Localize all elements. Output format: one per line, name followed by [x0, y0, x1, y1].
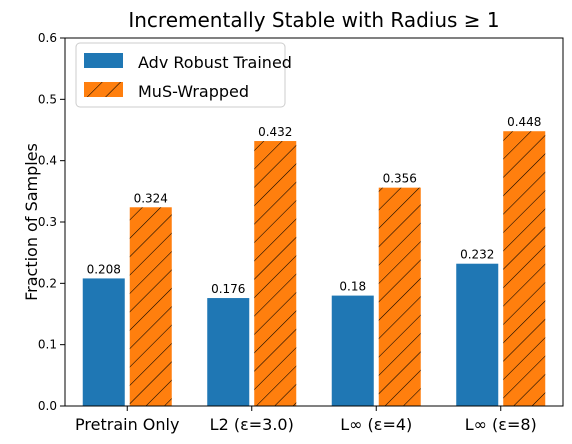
chart-title: Incrementally Stable with Radius ≥ 1	[128, 8, 499, 32]
bar-adv-robust	[82, 278, 125, 406]
data-label: 0.432	[258, 125, 292, 139]
y-tick-label: 0.4	[38, 154, 57, 168]
y-tick-label: 0.1	[38, 338, 57, 352]
y-tick-label: 0.3	[38, 215, 57, 229]
data-label: 0.448	[507, 115, 541, 129]
legend-frame	[75, 42, 286, 108]
bar-hatch	[254, 141, 297, 407]
legend-label-mus-wrapped: MuS-Wrapped	[138, 82, 249, 101]
x-tick-label: Pretrain Only	[75, 415, 179, 434]
data-label: 0.208	[87, 262, 121, 276]
data-label: 0.18	[339, 280, 366, 294]
data-label: 0.232	[460, 248, 494, 262]
x-tick-label: L∞ (ε=4)	[340, 415, 412, 434]
data-label: 0.324	[134, 191, 168, 205]
y-tick-label: 0.6	[38, 31, 57, 45]
bar-adv-robust	[207, 298, 250, 406]
bar-hatch	[378, 187, 421, 406]
y-axis-label: Fraction of Samples	[22, 143, 41, 301]
plot-area: 0.208 0.324 Pretrain Only 0.176 0.432 L2 (ε=3…	[38, 31, 564, 434]
bar-adv-robust	[456, 263, 499, 406]
legend-swatch-mus-wrapped-hatch	[84, 82, 123, 97]
data-label: 0.176	[211, 282, 245, 296]
x-tick-label: L2 (ε=3.0)	[210, 415, 294, 434]
bar-adv-robust	[331, 295, 374, 406]
y-tick-label: 0.5	[38, 92, 57, 106]
x-tick-label: L∞ (ε=8)	[465, 415, 537, 434]
bar-hatch	[503, 131, 546, 406]
data-label: 0.356	[383, 172, 417, 186]
legend-swatch-adv-robust	[84, 53, 123, 68]
legend-label-adv-robust: Adv Robust Trained	[138, 53, 292, 72]
y-tick-label: 0.2	[38, 276, 57, 290]
legend: Adv Robust Trained MuS-Wrapped	[75, 42, 292, 108]
plot-frame	[64, 37, 564, 407]
bar-hatch	[129, 207, 172, 406]
y-tick-label: 0.0	[38, 399, 57, 413]
